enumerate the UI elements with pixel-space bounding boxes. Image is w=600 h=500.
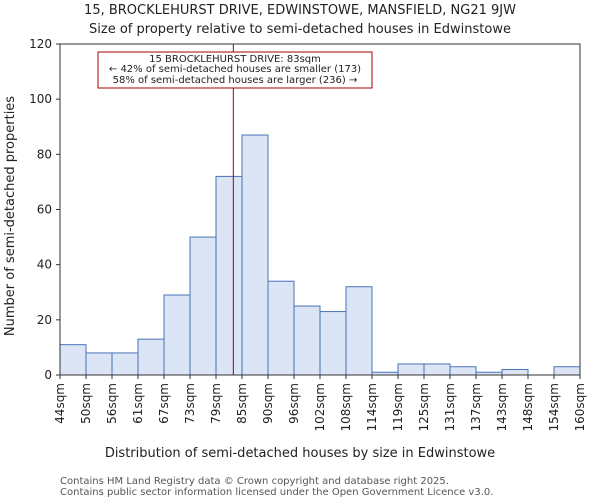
y-tick-label: 80 bbox=[37, 147, 52, 161]
x-axis-ticks: 44sqm 50sqm 56sqm 61sqm 67sqm 73sqm 79sqm 85sqm… bbox=[53, 375, 587, 431]
y-axis-label: Number of semi-detached properties bbox=[3, 96, 18, 336]
bars bbox=[59, 134, 581, 376]
plot-area-border bbox=[59, 43, 581, 376]
annotation-line-1: 15 BROCKLEHURST DRIVE: 83sqm bbox=[149, 54, 321, 65]
x-tick-label: 114sqm bbox=[365, 383, 379, 431]
x-tick-label: 102sqm bbox=[313, 383, 327, 431]
x-tick-label: 85sqm bbox=[235, 383, 249, 424]
chart-subtitle: Size of property relative to semi-detach… bbox=[89, 22, 511, 37]
x-axis-label: Distribution of semi-detached houses by … bbox=[105, 446, 495, 461]
x-tick-label: 44sqm bbox=[53, 383, 67, 424]
bar bbox=[267, 280, 295, 376]
bar bbox=[241, 134, 269, 376]
x-tick-label: 56sqm bbox=[105, 383, 119, 424]
bar bbox=[163, 294, 191, 376]
bar bbox=[215, 175, 243, 376]
x-tick-label: 131sqm bbox=[443, 383, 457, 431]
x-tick-label: 96sqm bbox=[287, 383, 301, 424]
x-tick-label: 143sqm bbox=[495, 383, 509, 431]
annotation-line-3: 58% of semi-detached houses are larger (… bbox=[113, 75, 358, 86]
annotation-border bbox=[97, 51, 373, 89]
y-tick-label: 0 bbox=[44, 368, 52, 382]
bar bbox=[189, 236, 217, 376]
bar bbox=[319, 311, 347, 376]
bar bbox=[397, 363, 425, 376]
bar bbox=[449, 366, 477, 376]
x-tick-label: 137sqm bbox=[469, 383, 483, 431]
footer-line-2: Contains public sector information licen… bbox=[60, 487, 493, 498]
x-tick-label: 67sqm bbox=[157, 383, 171, 424]
bar bbox=[293, 305, 321, 376]
x-tick-label: 154sqm bbox=[547, 383, 561, 431]
x-tick-label: 90sqm bbox=[261, 383, 275, 424]
annotation-box: 15 BROCKLEHURST DRIVE: 83sqm ← 42% of se… bbox=[97, 51, 373, 89]
bar bbox=[111, 352, 139, 376]
x-tick-label: 50sqm bbox=[79, 383, 93, 424]
bar bbox=[85, 352, 113, 376]
bar bbox=[345, 286, 373, 376]
bar bbox=[501, 368, 529, 376]
y-tick-label: 40 bbox=[37, 258, 52, 272]
y-axis-ticks: 0 20 40 60 80 100 120 bbox=[29, 37, 60, 382]
bar bbox=[59, 344, 87, 376]
x-tick-label: 79sqm bbox=[209, 383, 223, 424]
y-tick-label: 60 bbox=[37, 203, 52, 217]
x-tick-label: 61sqm bbox=[131, 383, 145, 424]
x-tick-label: 160sqm bbox=[573, 383, 587, 431]
footer-line-1: Contains HM Land Registry data © Crown c… bbox=[60, 476, 449, 487]
x-tick-label: 73sqm bbox=[183, 383, 197, 424]
annotation-line-2: ← 42% of semi-detached houses are smalle… bbox=[109, 64, 361, 75]
x-tick-label: 148sqm bbox=[521, 383, 535, 431]
y-tick-label: 20 bbox=[37, 313, 52, 327]
y-tick-label: 120 bbox=[29, 37, 52, 51]
x-tick-label: 108sqm bbox=[339, 383, 353, 431]
x-tick-label: 125sqm bbox=[417, 383, 431, 431]
bar bbox=[423, 363, 451, 376]
bar bbox=[137, 338, 165, 376]
x-tick-label: 119sqm bbox=[391, 383, 405, 431]
y-tick-label: 100 bbox=[29, 92, 52, 106]
chart-title: 15, BROCKLEHURST DRIVE, EDWINSTOWE, MANS… bbox=[84, 3, 516, 18]
bar bbox=[553, 366, 581, 376]
